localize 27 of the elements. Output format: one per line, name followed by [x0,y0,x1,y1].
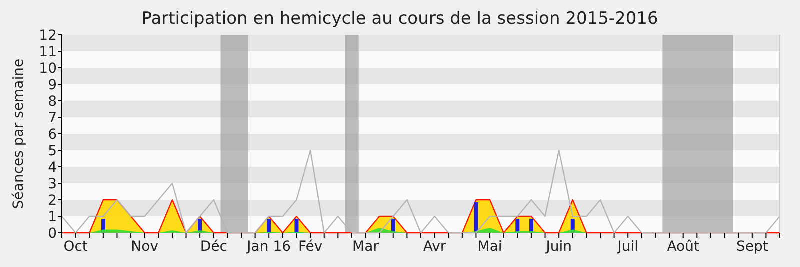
x-tick-label: Mar [352,239,380,255]
x-tick-label: Déc [200,239,228,255]
y-tick-label: 9 [48,77,57,94]
y-tick-label: 0 [48,226,57,242]
y-axis-title: Séances par semaine [11,58,27,210]
x-tick-label: Jan 16 [246,239,292,255]
y-tick-label: 10 [39,60,57,77]
y-tick-label: 8 [48,94,57,110]
y-tick-label: 6 [48,126,58,143]
y-tick-label: 3 [48,176,57,192]
y-tick-label: 12 [39,28,57,44]
x-tick-label: Sept [736,239,769,255]
y-tick-label: 2 [48,192,57,209]
x-tick-label: Fév [298,239,323,255]
y-tick-label: 4 [48,160,58,176]
x-tick-label: Mai [478,239,502,255]
y-tick-label: 11 [39,44,57,60]
y-tick-label: 7 [48,110,57,126]
x-tick-label: Nov [131,239,159,255]
x-tick-label: Oct [64,239,88,255]
y-tick-label: 5 [48,143,57,160]
x-tick-label: Juil [616,239,639,255]
y-tick-label: 1 [48,209,57,226]
x-tick-label: Avr [423,239,446,255]
x-tick-label: Juin [545,239,572,255]
x-tick-label: Août [667,239,700,255]
chart-title: Participation en hemicycle au cours de la session 2015-2016 [142,9,658,29]
